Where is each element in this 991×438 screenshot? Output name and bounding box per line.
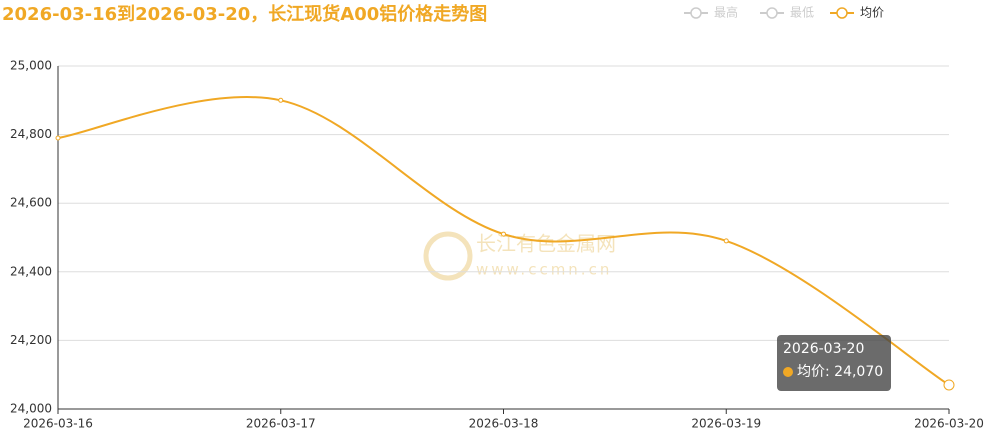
legend-icon	[766, 7, 778, 19]
watermark: 长江有色金属网 www.ccmn.cn	[423, 231, 616, 281]
x-tick-label: 2026-03-19	[691, 417, 761, 431]
watermark-logo	[423, 231, 473, 281]
point	[943, 379, 955, 391]
point	[501, 231, 506, 237]
legend-label: 最高	[714, 5, 738, 20]
tooltip-title: 2026-03-20	[783, 341, 864, 357]
tooltip-dot	[783, 367, 793, 377]
x-tick-label: 2026-03-18	[469, 417, 539, 431]
y-tick-label: 24,600	[10, 196, 52, 210]
legend-label: 最低	[790, 6, 814, 20]
y-tick-label: 24,800	[10, 127, 52, 141]
chart-title: 2026-03-16到2026-03-20，长江现货A00铝价格走势图	[2, 3, 487, 25]
y-tick-label: 24,000	[10, 402, 52, 416]
y-tick-label: 25,000	[10, 59, 52, 73]
point	[278, 97, 284, 103]
tooltip-text: 均价: 24,070	[797, 364, 883, 380]
point	[723, 238, 729, 244]
watermark-name: 长江有色金属网	[476, 232, 616, 256]
point	[55, 135, 61, 141]
y-tick-label: 24,200	[10, 333, 52, 347]
x-tick-label: 2026-03-20	[914, 417, 984, 431]
legend-label: 均价	[860, 6, 884, 20]
tooltip-box	[777, 335, 891, 391]
watermark-url: www.ccmn.cn	[476, 261, 612, 279]
x-tick-label: 2026-03-17	[246, 417, 316, 431]
tooltip: 2026-03-20 均价: 24,070	[777, 335, 891, 391]
legend-icon	[836, 7, 848, 19]
x-tick-label: 2026-03-16	[23, 417, 93, 431]
legend-icon	[690, 7, 702, 19]
y-tick-label: 24,400	[10, 264, 52, 278]
